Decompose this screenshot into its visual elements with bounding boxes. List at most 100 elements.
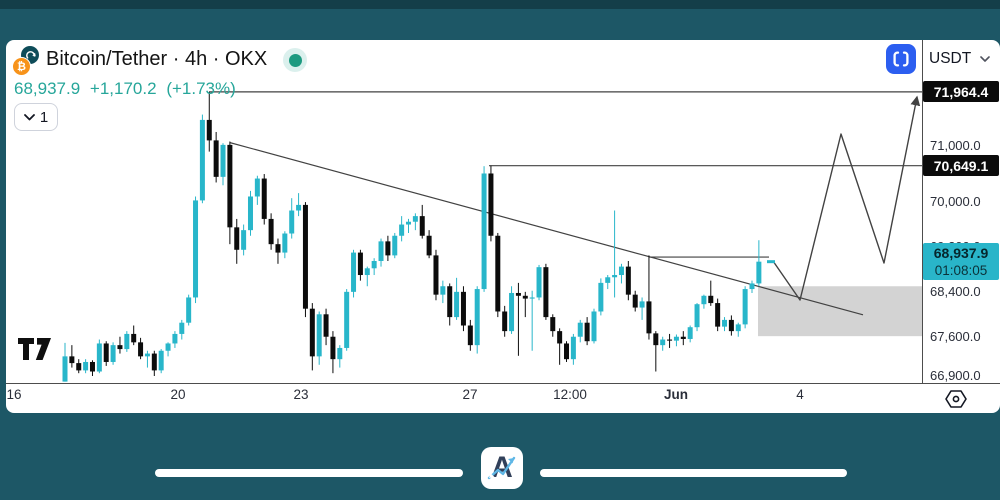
candle-body: [667, 339, 673, 341]
candle-body: [371, 261, 377, 269]
candle-body: [117, 345, 123, 350]
market-status-dot[interactable]: [283, 48, 307, 72]
candle-body: [282, 233, 288, 253]
current-price-value: 68,937.9: [933, 244, 989, 261]
candle-body: [660, 339, 666, 346]
fullscreen-button[interactable]: [886, 44, 916, 74]
time-tick-label: 16: [6, 387, 22, 402]
candle-body: [364, 268, 370, 276]
candle-body: [653, 333, 659, 346]
trend-arrow-icon: [487, 456, 516, 480]
price-projection-path[interactable]: [772, 95, 921, 301]
candle-body: [426, 235, 432, 256]
candle-body: [151, 353, 157, 371]
chart-card: [6, 40, 1000, 413]
interval-value: 1: [39, 108, 49, 126]
candle-body: [460, 291, 466, 326]
candle-body: [728, 319, 734, 332]
symbol-pair-icon: ₿: [12, 46, 46, 76]
candle-body: [673, 336, 679, 341]
candle-body: [509, 292, 515, 332]
candle-body: [598, 282, 604, 312]
axis-settings-icon[interactable]: [944, 388, 968, 410]
price-tick-label: 67,600.0: [930, 328, 981, 344]
candle-body: [399, 224, 405, 236]
app-logo[interactable]: A: [481, 447, 523, 489]
tradingview-logo[interactable]: [18, 336, 54, 362]
candle-body: [124, 333, 130, 350]
time-tick-label: 27: [462, 387, 478, 402]
candle-body: [296, 204, 302, 211]
current-price-label: 68,937.9 01:08:05: [923, 243, 999, 281]
candle-body: [701, 295, 707, 305]
candle-body: [612, 275, 618, 278]
candle-body: [344, 291, 350, 348]
candle-body: [708, 295, 714, 304]
candle-body: [536, 267, 542, 298]
candle-body: [412, 216, 418, 222]
candle-body: [351, 252, 357, 292]
app-logo-letter: A: [491, 451, 513, 484]
candle-body: [186, 297, 192, 323]
time-axis-divider: [6, 383, 1000, 384]
candle-body: [138, 342, 144, 357]
price-axis-divider: [922, 40, 923, 383]
chevron-down-icon: [980, 56, 991, 62]
candle-body: [419, 216, 425, 236]
candle-body: [254, 178, 260, 197]
supply-zone-box[interactable]: [758, 286, 922, 337]
candle-body: [337, 347, 343, 360]
candle-body: [89, 361, 95, 372]
price-summary: 68,937.9 +1,170.2 (+1.73%): [14, 79, 241, 99]
candle-body: [722, 319, 728, 327]
time-tick-label: 4: [796, 387, 804, 402]
last-price: 68,937.9: [14, 79, 81, 98]
candle-body: [275, 244, 281, 253]
candle-body: [76, 363, 82, 371]
candle-body: [193, 200, 199, 298]
candle-body: [234, 227, 240, 250]
candle-body: [69, 356, 75, 364]
interval-dropdown-button[interactable]: 1: [14, 103, 58, 131]
candle-body: [447, 286, 453, 318]
candle-body: [715, 303, 721, 327]
currency-value: USDT: [929, 50, 972, 67]
candle-body: [330, 336, 336, 360]
candle-body: [735, 324, 741, 332]
divider-line-left: [155, 469, 463, 477]
bitcoin-icon: ₿: [12, 57, 31, 76]
candle-body: [199, 119, 205, 201]
price-tick-label: 68,400.0: [930, 283, 981, 299]
descending-trendline[interactable]: [229, 142, 864, 316]
candle-body: [543, 267, 549, 318]
candle-body: [639, 301, 645, 308]
price-axis[interactable]: 71,000.070,000.069,200.068,400.067,600.0…: [923, 40, 1000, 383]
chart-canvas[interactable]: [6, 40, 1000, 413]
chevron-down-icon: [23, 113, 35, 120]
currency-dropdown[interactable]: USDT: [929, 50, 991, 68]
candle-body: [131, 333, 137, 343]
time-tick-label: 12:00: [553, 387, 587, 402]
candle-body: [206, 119, 212, 141]
last-price-tick: [767, 260, 775, 264]
candle-body: [227, 144, 233, 228]
time-axis[interactable]: 16 20 23 27 12:00 Jun 4: [6, 387, 922, 409]
candle-body: [625, 266, 631, 295]
candle-body: [261, 178, 267, 219]
candle-body: [467, 325, 473, 346]
candle-body: [172, 333, 178, 344]
candle-body: [584, 322, 590, 342]
candle-body: [481, 173, 487, 290]
candle-body: [392, 235, 398, 256]
candle-body: [646, 301, 652, 334]
candle-body: [268, 218, 274, 245]
candle-body: [241, 230, 247, 250]
candle-body: [564, 343, 570, 360]
candle-body: [83, 361, 89, 371]
candle-body: [385, 241, 391, 256]
candle-body: [433, 255, 439, 295]
time-tick-label: 20: [170, 387, 186, 402]
candle-body: [557, 331, 563, 344]
candle-body: [309, 308, 315, 357]
candle-body: [357, 252, 363, 276]
